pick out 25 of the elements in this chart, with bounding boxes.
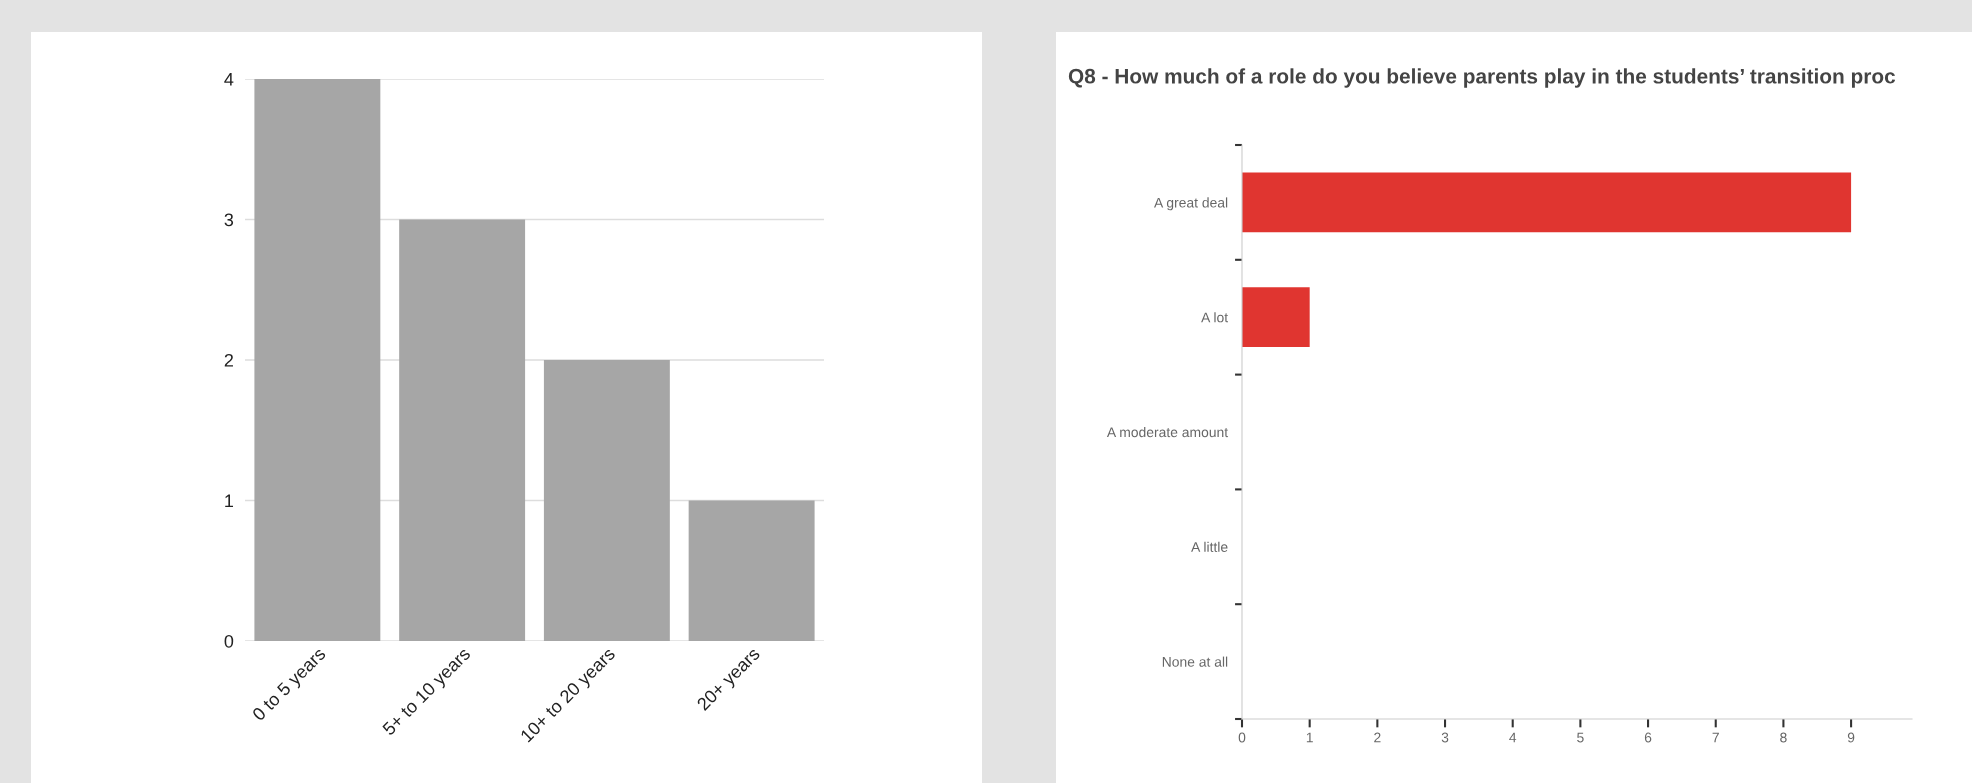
y-tick-label: 4	[224, 73, 234, 86]
x-tick-label: 0	[1238, 732, 1246, 743]
y-tick-label: 1	[225, 494, 234, 508]
y-tick-label: 3	[224, 213, 234, 227]
x-tick-label: 7	[1712, 732, 1719, 743]
bar	[543, 360, 670, 641]
bar	[688, 500, 815, 641]
x-tick-label: 2	[1374, 732, 1381, 743]
y-tick-label: 2	[224, 353, 233, 367]
y-tick-label: A little	[1191, 541, 1228, 552]
x-tick-label: 9	[1847, 732, 1855, 743]
y-tick-label: A moderate amount	[1106, 426, 1229, 438]
x-tick-label: 8	[1780, 732, 1787, 743]
y-tick-label: None at all	[1162, 656, 1228, 667]
x-tick-label: 4	[1509, 732, 1517, 743]
x-tick-label: 1	[1306, 732, 1313, 743]
x-tick-label: 3	[1441, 732, 1449, 743]
bar	[254, 79, 381, 641]
x-tick-label: 5	[1577, 732, 1584, 743]
y-tick-label: A lot	[1201, 312, 1229, 323]
y-tick-label: A great deal	[1154, 197, 1228, 211]
chart-title: Q8 - How much of a role do you believe parents play in the students’ transition proc	[1068, 68, 1896, 88]
bar	[399, 219, 526, 641]
x-tick-label: 6	[1644, 732, 1652, 743]
y-tick-label: 0	[224, 634, 234, 648]
